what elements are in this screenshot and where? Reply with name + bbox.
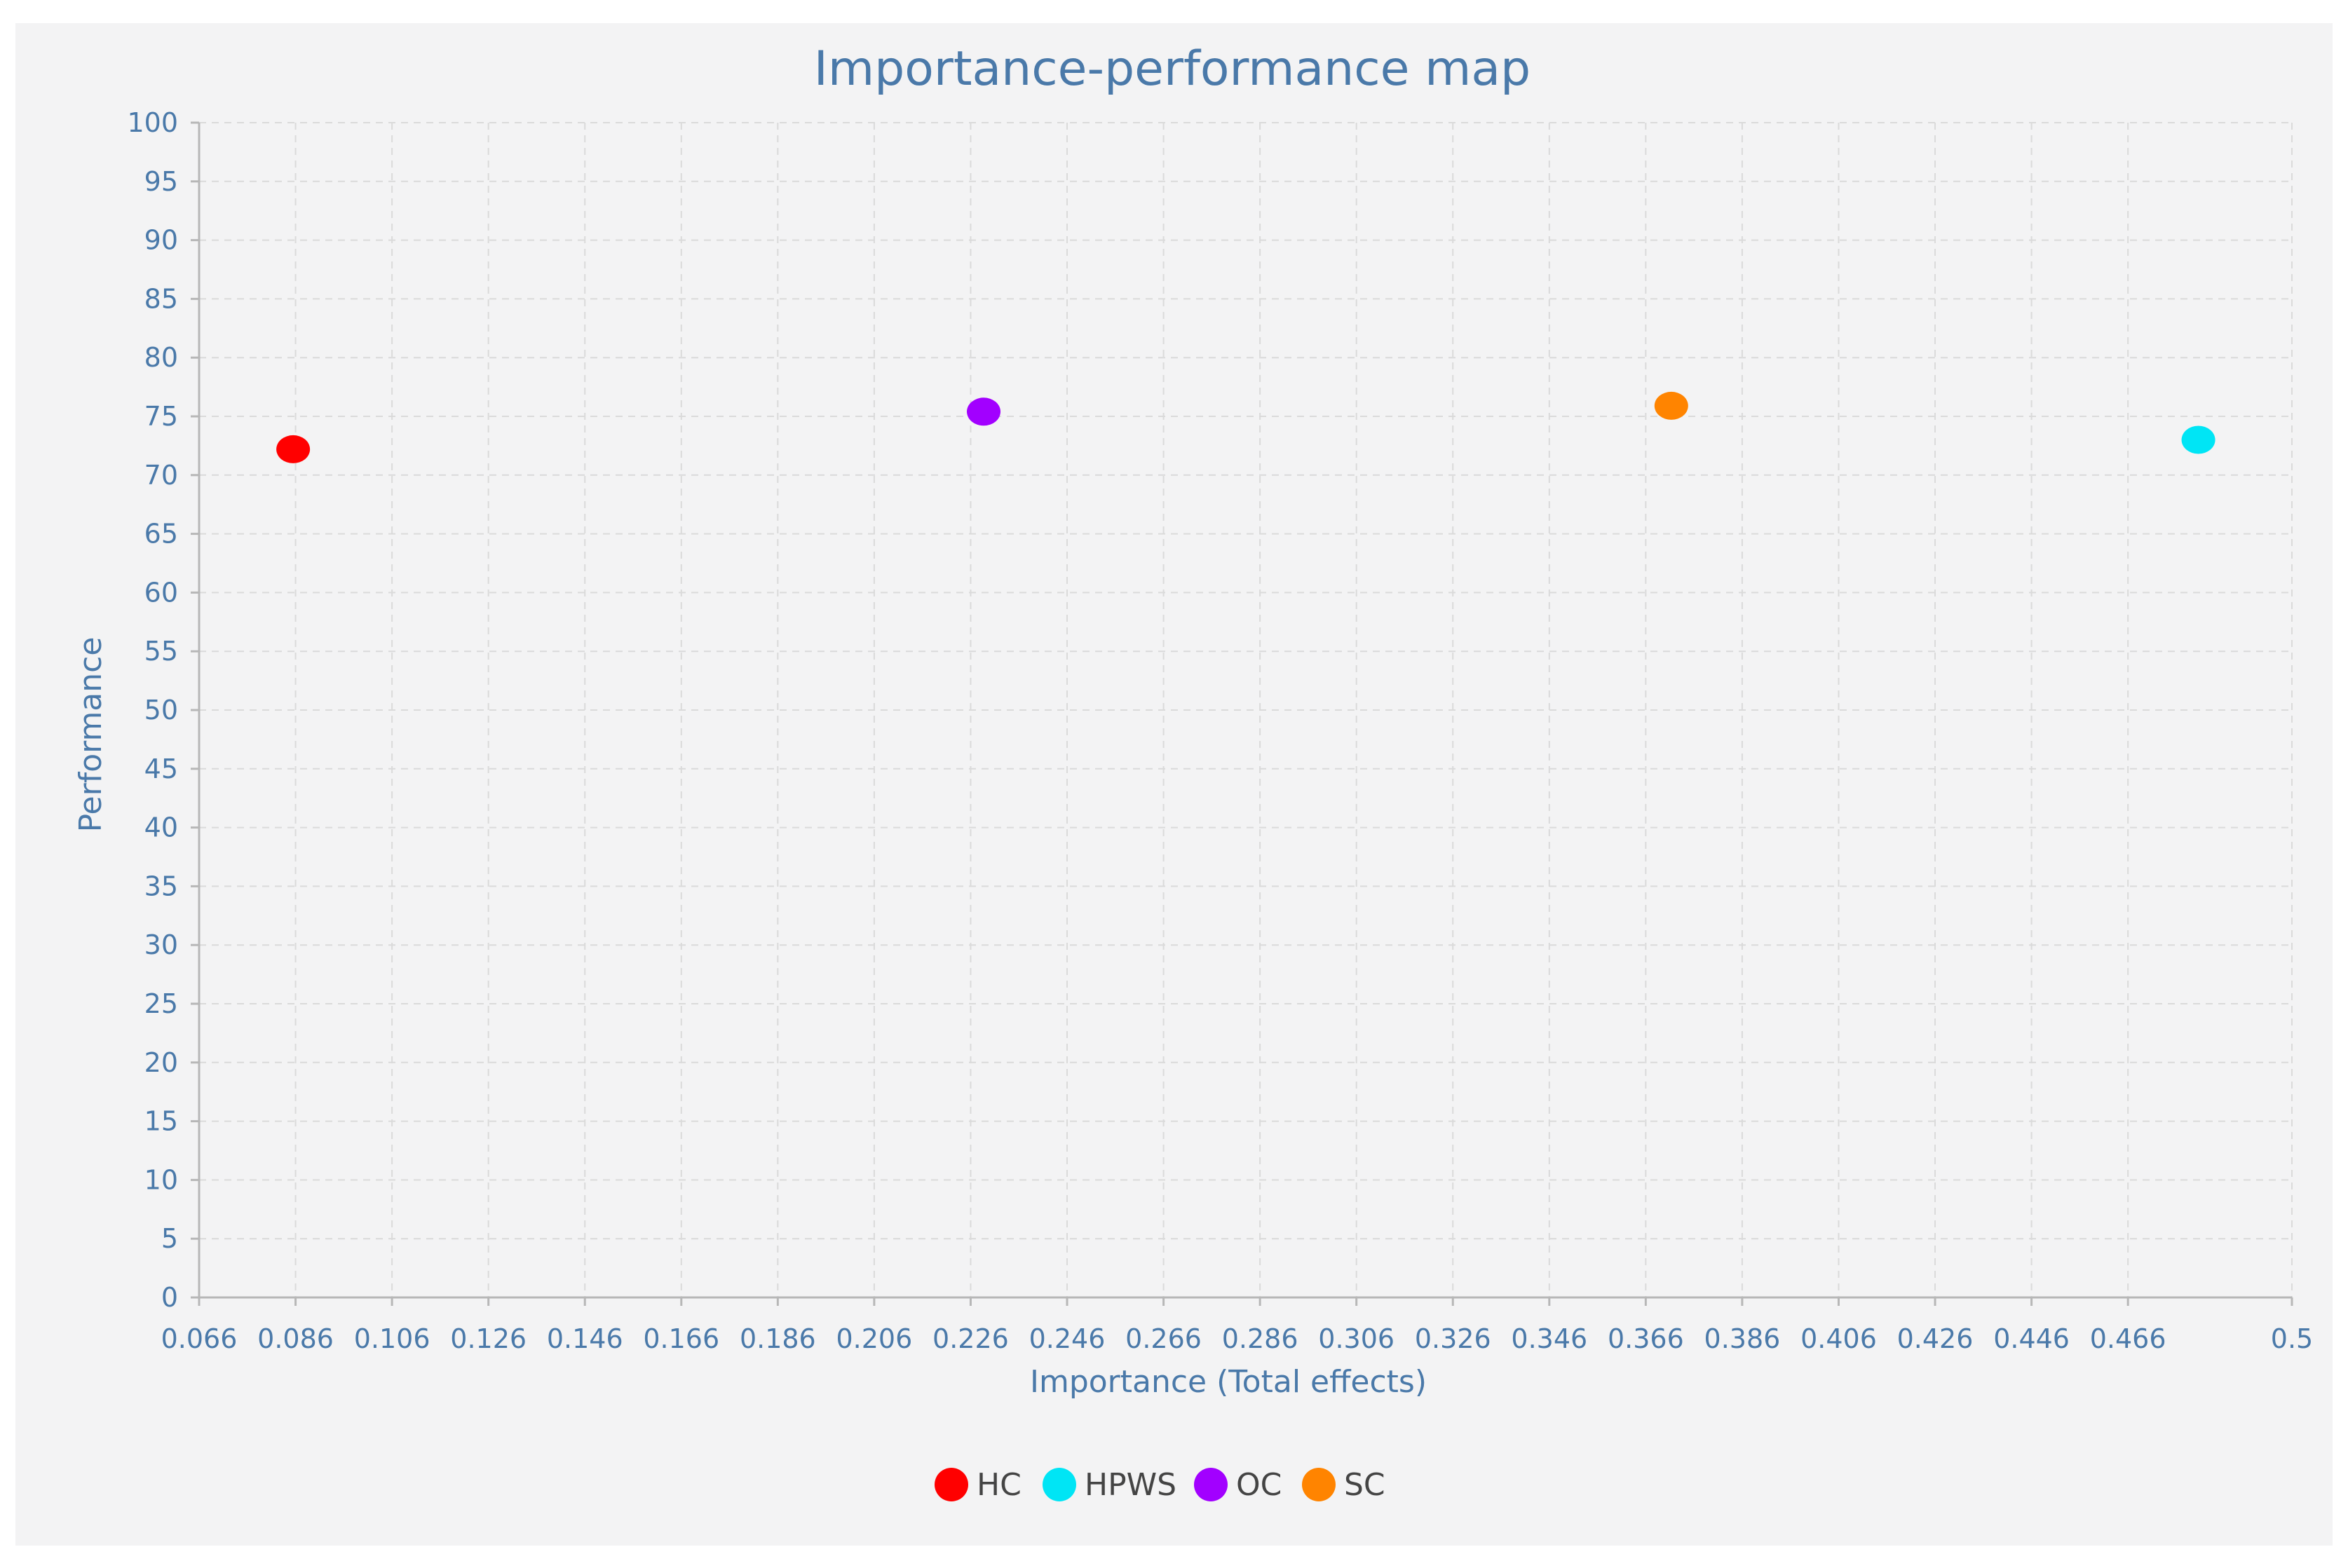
data-points — [276, 391, 2215, 463]
y-tick-label: 85 — [144, 283, 178, 314]
legend-label: OC — [1236, 1467, 1282, 1503]
x-tick-label: 0.086 — [257, 1323, 334, 1354]
x-tick-label: 0.266 — [1125, 1323, 1202, 1354]
legend-marker — [1194, 1468, 1228, 1501]
y-tick-label: 20 — [144, 1047, 178, 1078]
y-tick-label: 5 — [161, 1223, 178, 1254]
legend-marker — [935, 1468, 968, 1501]
x-tick-label: 0.186 — [740, 1323, 816, 1354]
x-tick-label: 0.106 — [354, 1323, 430, 1354]
x-tick-label: 0.366 — [1608, 1323, 1684, 1354]
y-axis-title: Performance — [73, 637, 109, 833]
y-tick-label: 50 — [144, 695, 178, 725]
legend-label: SC — [1344, 1467, 1385, 1503]
y-tick-label: 0 — [161, 1282, 178, 1313]
y-tick-label: 40 — [144, 812, 178, 843]
y-tick-label: 75 — [144, 401, 178, 432]
y-tick-label: 90 — [144, 225, 178, 256]
x-tick-label: 0.066 — [161, 1323, 238, 1354]
x-tick-label: 0.166 — [643, 1323, 719, 1354]
x-tick-label: 0.446 — [1993, 1323, 2070, 1354]
axes — [198, 123, 2292, 1299]
y-tick-label: 100 — [127, 107, 178, 138]
y-tick-label: 70 — [144, 460, 178, 491]
x-tick-label: 0.226 — [932, 1323, 1009, 1354]
scatter-chart: Importance-performance map 0.066 0.086 0.1… — [73, 41, 2313, 1503]
legend[interactable]: HC HPWS OC SC — [935, 1467, 1385, 1503]
data-point-hpws[interactable] — [2181, 425, 2215, 454]
x-tick-label: 0.426 — [1897, 1323, 1974, 1354]
x-tick-label: 0.146 — [547, 1323, 623, 1354]
x-axis-title: Importance (Total effects) — [1030, 1364, 1427, 1400]
chart-panel: Importance-performance map 0.066 0.086 0.1… — [15, 23, 2333, 1546]
x-tick-label: 0.306 — [1318, 1323, 1394, 1354]
grid — [199, 122, 2293, 1297]
x-tick-label: 0.466 — [2090, 1323, 2166, 1354]
x-tick-label: 0.326 — [1415, 1323, 1491, 1354]
x-tick-label: 0.206 — [836, 1323, 913, 1354]
legend-item-oc[interactable]: OC — [1194, 1467, 1282, 1503]
x-tick-label: 0.286 — [1222, 1323, 1298, 1354]
x-tick-label: 0.5 — [2271, 1323, 2313, 1354]
y-tick-label: 25 — [144, 988, 178, 1019]
y-tick-label: 45 — [144, 754, 178, 784]
x-axis-ticks: 0.066 0.086 0.106 0.126 0.146 0.166 0.186 0.206… — [161, 1297, 2313, 1354]
y-tick-label: 55 — [144, 636, 178, 667]
legend-item-hpws[interactable]: HPWS — [1043, 1467, 1176, 1503]
chart-title: Importance-performance map — [814, 41, 1531, 97]
x-tick-label: 0.246 — [1029, 1323, 1106, 1354]
x-tick-label: 0.126 — [450, 1323, 527, 1354]
y-tick-label: 60 — [144, 577, 178, 608]
y-tick-label: 10 — [144, 1164, 178, 1195]
data-point-oc[interactable] — [967, 397, 1001, 426]
legend-marker — [1043, 1468, 1076, 1501]
y-tick-label: 30 — [144, 929, 178, 960]
data-point-sc[interactable] — [1654, 391, 1688, 420]
y-tick-label: 80 — [144, 342, 178, 373]
data-point-hc[interactable] — [276, 435, 311, 463]
legend-item-sc[interactable]: SC — [1302, 1467, 1385, 1503]
x-tick-label: 0.386 — [1704, 1323, 1781, 1354]
y-tick-label: 15 — [144, 1106, 178, 1137]
x-tick-label: 0.406 — [1800, 1323, 1877, 1354]
legend-label: HPWS — [1085, 1467, 1176, 1503]
legend-item-hc[interactable]: HC — [935, 1467, 1022, 1503]
y-tick-label: 35 — [144, 871, 178, 901]
y-axis-ticks: 0 5 10 15 20 25 30 35 40 45 50 55 60 65 70 75 80 85 90 95 10… — [127, 107, 199, 1313]
legend-marker — [1302, 1468, 1336, 1501]
y-tick-label: 65 — [144, 519, 178, 550]
legend-label: HC — [977, 1467, 1022, 1503]
y-tick-label: 95 — [144, 166, 178, 197]
x-tick-label: 0.346 — [1511, 1323, 1587, 1354]
